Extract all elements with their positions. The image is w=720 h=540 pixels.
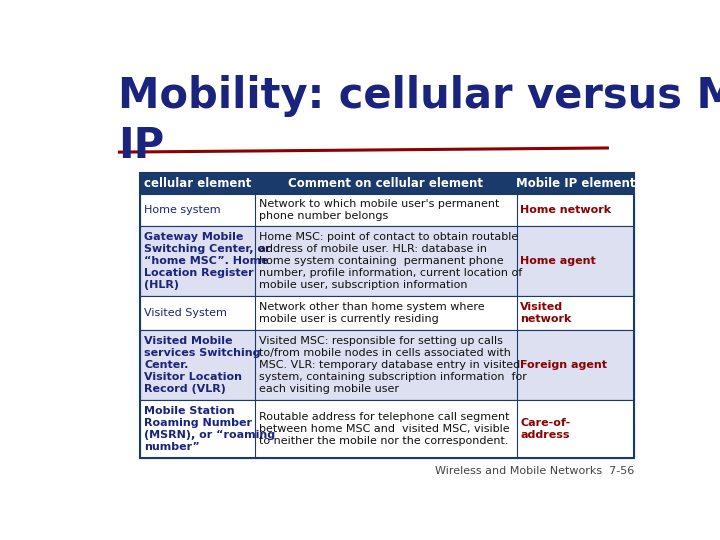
Text: Visited MSC: responsible for setting up calls
to/from mobile nodes in cells asso: Visited MSC: responsible for setting up … <box>258 336 526 394</box>
Text: Mobility: cellular versus Mobile: Mobility: cellular versus Mobile <box>118 75 720 117</box>
Text: Home agent: Home agent <box>521 256 596 266</box>
Bar <box>140 194 634 226</box>
Text: Visited
network: Visited network <box>521 302 572 324</box>
Bar <box>140 173 634 458</box>
Text: Foreign agent: Foreign agent <box>521 360 608 370</box>
Text: Home system: Home system <box>144 205 221 215</box>
Text: Home network: Home network <box>521 205 611 215</box>
Text: Network to which mobile user's permanent
phone number belongs: Network to which mobile user's permanent… <box>258 199 499 221</box>
Text: Visited Mobile
services Switching
Center.
Visitor Location
Record (VLR): Visited Mobile services Switching Center… <box>144 336 261 394</box>
Text: Mobile IP element: Mobile IP element <box>516 177 635 190</box>
Bar <box>140 330 634 400</box>
Text: Visited System: Visited System <box>144 308 227 318</box>
Bar <box>140 400 634 458</box>
Text: Mobile Station
Roaming Number
(MSRN), or “roaming
number”: Mobile Station Roaming Number (MSRN), or… <box>144 406 275 452</box>
Text: cellular element: cellular element <box>144 177 251 190</box>
Text: Gateway Mobile
Switching Center, or
“home MSC”. Home
Location Register
(HLR): Gateway Mobile Switching Center, or “hom… <box>144 232 271 291</box>
Text: Home MSC: point of contact to obtain routable
address of mobile user. HLR: datab: Home MSC: point of contact to obtain rou… <box>258 232 522 291</box>
Text: Network other than home system where
mobile user is currently residing: Network other than home system where mob… <box>258 302 485 324</box>
Bar <box>140 173 634 194</box>
Text: IP: IP <box>118 125 164 167</box>
Text: Routable address for telephone call segment
between home MSC and  visited MSC, v: Routable address for telephone call segm… <box>258 412 509 446</box>
Bar <box>140 296 634 330</box>
Bar <box>140 226 634 296</box>
Text: Comment on cellular element: Comment on cellular element <box>288 177 483 190</box>
Text: Wireless and Mobile Networks  7-56: Wireless and Mobile Networks 7-56 <box>435 467 634 476</box>
Text: Care-of-
address: Care-of- address <box>521 418 571 440</box>
